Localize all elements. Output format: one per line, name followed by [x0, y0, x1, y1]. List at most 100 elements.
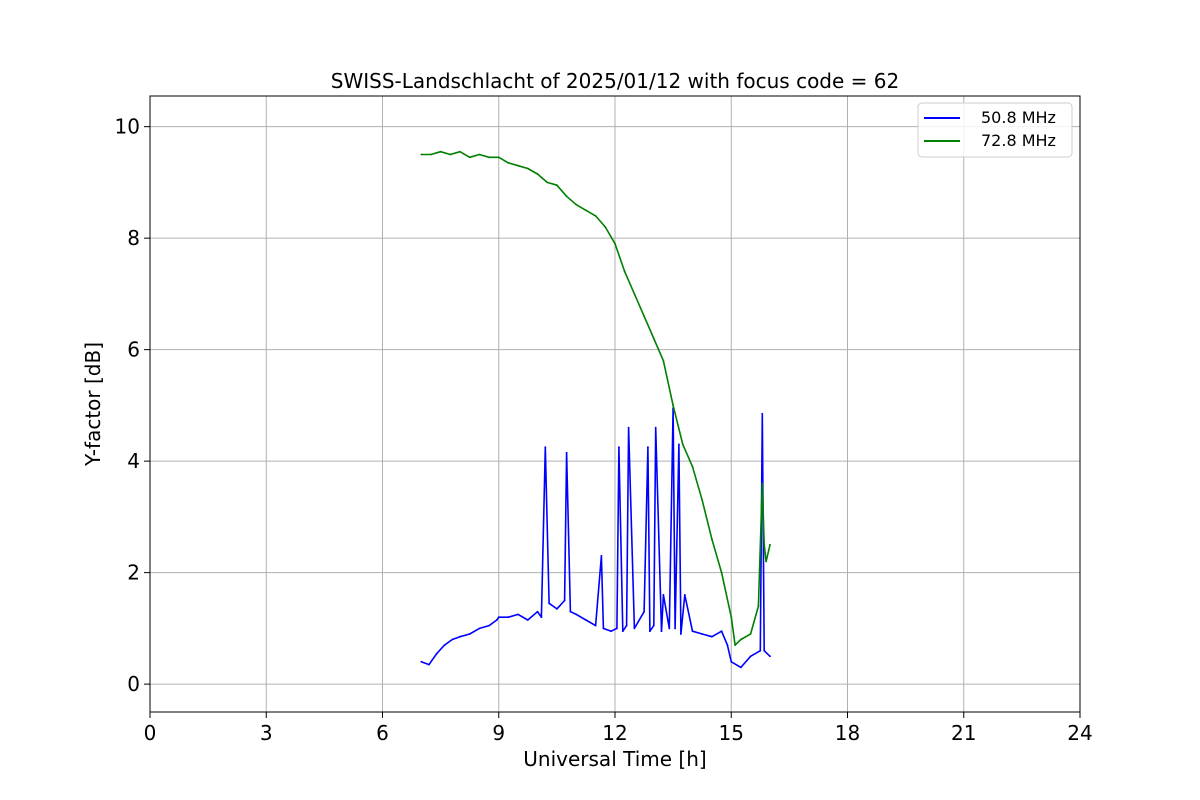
data-point [680, 633, 682, 635]
y-axis-label: Y-factor [dB] [81, 342, 105, 467]
data-point [621, 630, 624, 633]
legend-label-1: 50.8 MHz [981, 108, 1056, 127]
data-point [468, 156, 471, 159]
data-point [497, 616, 500, 619]
x-tick-label: 12 [602, 721, 627, 745]
data-point [614, 242, 616, 245]
data-point [674, 627, 676, 630]
y-tick-label: 4 [127, 449, 140, 473]
data-point [565, 195, 568, 198]
data-point [451, 638, 454, 641]
x-tick-label: 9 [492, 721, 505, 745]
data-point [548, 602, 550, 605]
data-point [691, 630, 694, 633]
data-point [691, 465, 694, 468]
data-point [488, 156, 490, 159]
data-point [610, 630, 612, 633]
data-point [726, 644, 729, 646]
data-point [660, 630, 663, 633]
data-point [488, 624, 490, 627]
data-point [546, 181, 549, 184]
data-point [495, 619, 498, 621]
data-point [734, 644, 736, 646]
series-layer [420, 150, 771, 669]
data-point [654, 426, 657, 429]
x-tick-label: 18 [835, 721, 860, 745]
data-point [761, 412, 764, 415]
data-point [585, 619, 587, 621]
legend-box [917, 102, 1073, 158]
data-point [540, 616, 543, 619]
data-point [428, 663, 430, 666]
data-point [594, 624, 597, 627]
data-point [585, 209, 587, 212]
data-point [757, 605, 760, 607]
data-point [507, 162, 510, 164]
data-point [600, 555, 603, 557]
data-point [633, 293, 636, 295]
x-tick-label: 24 [1067, 721, 1092, 745]
data-point [517, 613, 519, 616]
data-point [563, 599, 566, 602]
data-point [602, 627, 605, 630]
x-tick-label: 15 [719, 721, 744, 745]
data-point [668, 627, 671, 630]
data-point [556, 608, 558, 610]
data-point [649, 630, 651, 633]
data-point [478, 153, 481, 156]
data-point [683, 594, 686, 596]
x-axis-label: Universal Time [h] [523, 747, 706, 771]
data-point [449, 153, 452, 156]
data-point [575, 203, 578, 206]
data-point [594, 215, 597, 217]
data-point [435, 652, 438, 655]
x-tick-label: 6 [376, 721, 389, 745]
data-point [769, 543, 771, 546]
data-point [749, 633, 752, 635]
data-point [701, 633, 704, 635]
data-point [536, 610, 539, 613]
data-point [711, 538, 713, 541]
data-point [507, 616, 510, 619]
data-point [420, 660, 423, 663]
data-point [443, 644, 446, 646]
data-point [468, 633, 471, 635]
data-point [643, 610, 645, 613]
legend: 50.8 MHz 72.8 MHz [917, 102, 1073, 158]
data-point [627, 426, 630, 429]
data-point [625, 624, 628, 627]
data-point [662, 594, 665, 596]
data-point [643, 315, 645, 318]
data-point [604, 226, 607, 228]
x-tick-label: 21 [951, 721, 976, 745]
data-point [652, 337, 655, 340]
data-point [647, 446, 649, 449]
data-point [701, 499, 704, 502]
data-point [556, 184, 558, 187]
y-tick-label: 0 [127, 672, 140, 696]
data-point [759, 649, 762, 652]
data-point [720, 571, 723, 574]
y-tick-label: 8 [127, 226, 140, 250]
data-point [526, 619, 529, 621]
data-point [763, 649, 766, 652]
x-tick-label: 0 [144, 721, 157, 745]
y-tick-label: 2 [127, 561, 140, 585]
data-point [769, 655, 771, 658]
data-point [740, 638, 742, 641]
data-point [749, 655, 752, 658]
data-point [763, 543, 766, 546]
data-point [740, 666, 742, 669]
y-tick-label: 6 [127, 338, 140, 362]
data-point [681, 443, 684, 446]
data-point [633, 627, 636, 630]
x-tick-label: 3 [260, 721, 273, 745]
data-point [623, 270, 626, 273]
data-point [711, 635, 713, 638]
data-point [720, 630, 723, 633]
data-point [536, 173, 539, 175]
data-point [430, 153, 432, 156]
data-point [662, 359, 665, 362]
data-point [497, 156, 500, 159]
